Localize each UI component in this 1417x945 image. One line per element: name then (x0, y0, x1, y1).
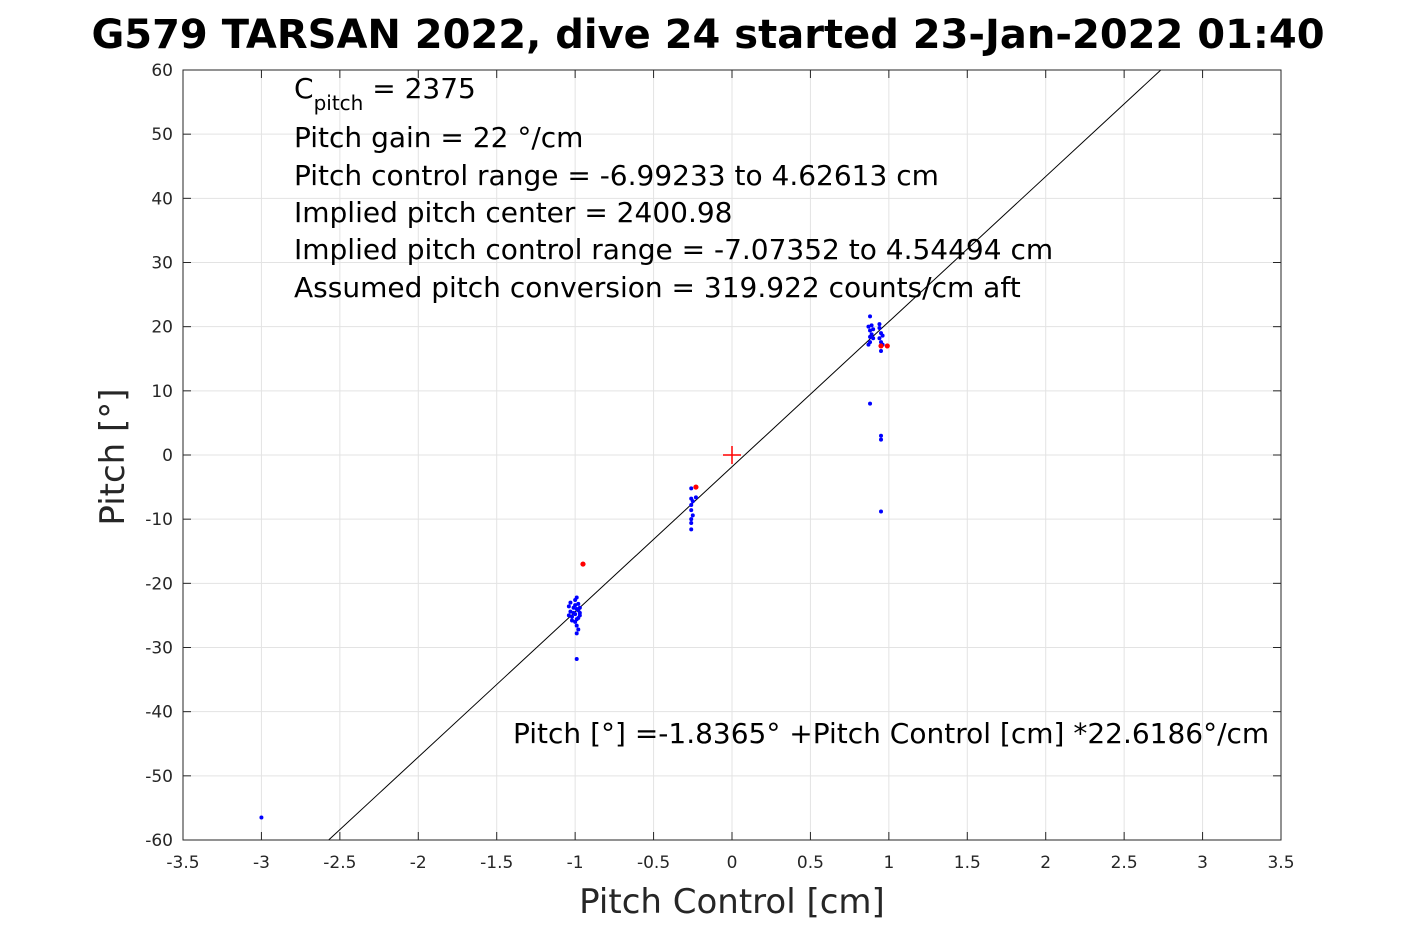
data-point (580, 561, 586, 567)
cpitch-subscript: pitch (314, 91, 364, 115)
data-point (868, 314, 873, 319)
data-point (574, 607, 579, 611)
data-point (689, 503, 694, 508)
y-tick-label: 20 (151, 318, 173, 338)
y-tick-label: -30 (145, 639, 173, 659)
y-tick-labels: -60 -50 -40 -30 -20 -10 0 10 20 30 40 50 60 (145, 61, 173, 851)
x-tick-labels: -3.5 -3 -2.5 -2 -1.5 -1 -0.5 0 0.5 1 1.5 2 2.5 3 3.5 (166, 853, 1294, 873)
data-point (880, 333, 885, 338)
y-tick-label: 0 (162, 446, 173, 466)
x-tick-label: -3.5 (166, 853, 199, 873)
x-tick-label: 2.5 (1111, 853, 1138, 873)
y-axis-label: Pitch [°] (93, 388, 133, 525)
x-tick-label: -3 (253, 853, 270, 873)
data-point (259, 815, 264, 820)
fit-line (328, 69, 1162, 841)
data-point (576, 615, 581, 620)
y-tick-label: -10 (145, 510, 173, 530)
y-tick-label: 10 (151, 382, 173, 402)
data-point (879, 349, 884, 354)
data-point (689, 508, 694, 513)
control-range-annotation: Pitch control range = -6.99233 to 4.6261… (294, 159, 939, 192)
x-tick-label: 1.5 (954, 853, 981, 873)
data-point (573, 619, 578, 624)
data-point (577, 610, 582, 615)
data-point (689, 517, 694, 522)
x-tick-label: -2.5 (323, 853, 356, 873)
fit-equation-annotation: Pitch [°] =-1.8365° +Pitch Control [cm] … (513, 717, 1269, 750)
cpitch-annotation: Cpitch = 2375 (294, 72, 476, 115)
data-point (879, 509, 884, 514)
cpitch-value: = 2375 (363, 72, 476, 105)
x-tick-label: -1.5 (480, 853, 513, 873)
data-point (877, 336, 882, 341)
data-point (571, 610, 576, 615)
y-tick-label: -60 (145, 831, 173, 851)
data-point (868, 328, 873, 333)
data-point (573, 603, 578, 608)
data-point (866, 342, 871, 347)
data-point (576, 627, 581, 632)
x-tick-label: 0 (727, 853, 738, 873)
data-point (689, 527, 694, 532)
x-tick-label: 1 (883, 853, 894, 873)
tick-marks (182, 69, 1282, 841)
x-tick-label: -2 (410, 853, 427, 873)
data-point (693, 484, 699, 490)
implied-center-annotation: Implied pitch center = 2400.98 (294, 196, 732, 229)
data-point (866, 324, 871, 329)
y-tick-label: 40 (151, 189, 173, 209)
data-point (879, 437, 884, 442)
data-point (570, 618, 575, 623)
data-point (689, 521, 694, 526)
y-tick-label: 30 (151, 254, 173, 274)
data-point (577, 605, 582, 610)
data-point (868, 334, 873, 339)
data-point (574, 631, 579, 636)
chart-title: G579 TARSAN 2022, dive 24 started 23-Jan… (91, 12, 1324, 58)
data-points (259, 314, 890, 820)
cpitch-base: C (294, 72, 314, 105)
pitch-gain-annotation: Pitch gain = 22 °/cm (294, 121, 583, 154)
center-marker (723, 446, 741, 464)
x-tick-label: 3.5 (1267, 853, 1294, 873)
y-tick-label: -40 (145, 703, 173, 723)
data-point (690, 499, 695, 504)
x-axis-label: Pitch Control [cm] (579, 882, 885, 922)
data-point (693, 495, 698, 500)
data-point (566, 604, 571, 609)
data-point (869, 323, 874, 328)
data-point (871, 327, 876, 332)
x-tick-label: 0.5 (797, 853, 824, 873)
data-point (879, 433, 884, 438)
y-tick-label: 50 (151, 125, 173, 145)
y-tick-label: -20 (145, 574, 173, 594)
data-point (568, 609, 573, 614)
data-point (566, 613, 571, 618)
x-tick-label: 3 (1197, 853, 1208, 873)
y-tick-label: -50 (145, 767, 173, 787)
data-point (690, 513, 695, 518)
data-point (878, 343, 884, 349)
y-tick-label: 60 (151, 61, 173, 81)
data-point (689, 486, 694, 491)
data-point (576, 601, 581, 606)
data-point (568, 600, 573, 605)
x-tick-label: -0.5 (637, 853, 670, 873)
x-tick-label: 2 (1040, 853, 1051, 873)
x-tick-label: -1 (567, 853, 584, 873)
data-point (868, 401, 873, 406)
data-point (877, 322, 882, 327)
data-point (877, 325, 882, 330)
conversion-annotation: Assumed pitch conversion = 319.922 count… (294, 271, 1021, 304)
data-point (574, 657, 579, 662)
data-point (574, 623, 579, 628)
plot-frame (182, 69, 1282, 841)
data-point (574, 595, 579, 600)
data-point (570, 614, 575, 619)
implied-range-annotation: Implied pitch control range = -7.07352 t… (294, 233, 1053, 266)
data-point (871, 336, 876, 341)
data-point (884, 343, 890, 349)
